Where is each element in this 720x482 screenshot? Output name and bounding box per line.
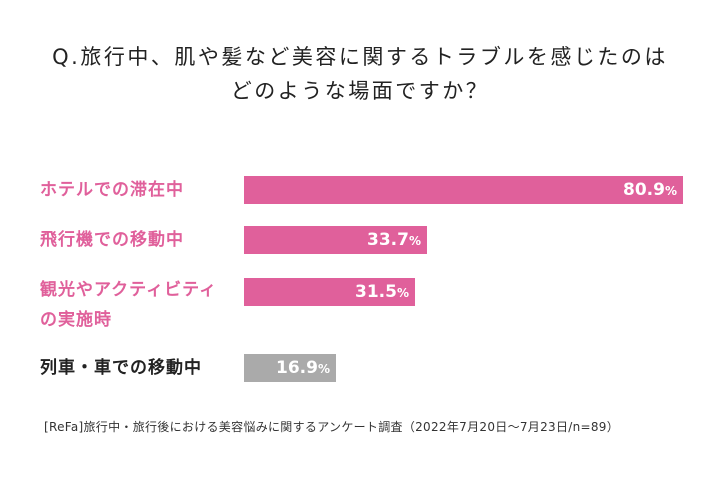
bar: 33.7%: [244, 226, 427, 254]
bar: 80.9%: [244, 176, 683, 204]
bar-value-number: 16.9: [276, 358, 318, 378]
bar: 16.9%: [244, 354, 336, 382]
bar-value-number: 33.7: [367, 230, 409, 250]
bar: 31.5%: [244, 278, 415, 306]
question-line-2: どのような場面ですか？: [230, 79, 490, 103]
bar-value-label: 33.7%: [367, 226, 421, 254]
bar-value-unit: %: [664, 184, 677, 198]
category-label-line: 列車・車での移動中: [40, 358, 202, 378]
category-label-line: ホテルでの滞在中: [40, 180, 184, 200]
bar-value-label: 31.5%: [355, 278, 409, 306]
survey-source-note: [ReFa]旅行中・旅行後における美容悩みに関するアンケート調査（2022年7月…: [44, 420, 620, 434]
bar-value-unit: %: [396, 286, 409, 300]
category-label: ホテルでの滞在中: [40, 177, 240, 203]
category-label: 飛行機での移動中: [40, 227, 240, 253]
question-line-1: Q.旅行中、肌や髪など美容に関するトラブルを感じたのは: [52, 45, 668, 69]
bar-value-unit: %: [317, 362, 330, 376]
category-label: 観光やアクティビティ の実施時: [40, 277, 240, 333]
bar-value-label: 80.9%: [623, 176, 677, 204]
category-label-line: 観光やアクティビティ: [40, 280, 218, 300]
bar-value-unit: %: [408, 234, 421, 248]
bar-value-number: 80.9: [623, 180, 665, 200]
category-label: 列車・車での移動中: [40, 355, 240, 381]
question-title: Q.旅行中、肌や髪など美容に関するトラブルを感じたのは どのような場面ですか？: [0, 40, 720, 108]
category-label-line: 飛行機での移動中: [40, 230, 184, 250]
category-label-line: の実施時: [40, 310, 112, 330]
bar-value-number: 31.5: [355, 282, 397, 302]
bar-value-label: 16.9%: [276, 354, 330, 382]
